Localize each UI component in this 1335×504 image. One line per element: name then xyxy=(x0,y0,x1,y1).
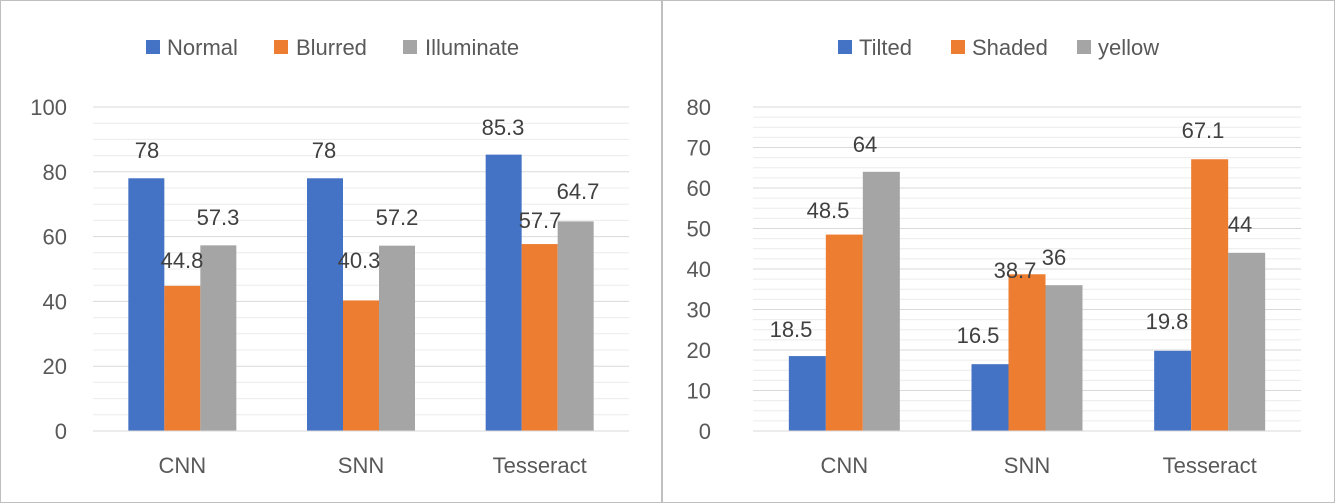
chart-left: 0 20 40 60 80 100 78 78 85.3 44.8 40.3 57.7 57.3 57.2… xyxy=(30,35,629,478)
data-label: 40.3 xyxy=(338,248,381,273)
x-category-label: Tesseract xyxy=(493,453,587,478)
bar-shaded-cnn xyxy=(825,234,863,431)
legend-label: Tilted xyxy=(859,35,912,60)
legend-label: Normal xyxy=(167,35,238,60)
bar-blurred-snn xyxy=(343,300,379,431)
legend-swatch xyxy=(274,40,288,54)
bar-yellow-snn xyxy=(1045,285,1083,431)
y-tick-label: 20 xyxy=(687,338,711,363)
y-tick-label: 60 xyxy=(43,225,67,250)
data-label: 57.2 xyxy=(376,205,419,230)
bar-normal-cnn xyxy=(128,178,165,431)
chart-panel-right: 0 10 20 30 40 50 60 70 80 18.5 16.5 19.8 48.5 38.7 67.… xyxy=(662,0,1335,503)
y-tick-label: 0 xyxy=(699,419,711,444)
data-label: 64.7 xyxy=(557,179,600,204)
data-label: 44 xyxy=(1228,212,1252,237)
bar-tilted-snn xyxy=(971,364,1009,431)
bar-illuminate-cnn xyxy=(200,245,237,431)
x-category-label: CNN xyxy=(820,453,868,478)
data-label: 18.5 xyxy=(770,317,813,342)
x-category-label: Tesseract xyxy=(1163,453,1257,478)
bar-illuminate-tesseract xyxy=(557,221,594,431)
x-category-label: CNN xyxy=(158,453,206,478)
bar-blurred-tesseract xyxy=(521,244,558,431)
y-tick-label: 30 xyxy=(687,298,711,323)
x-category-label: SNN xyxy=(1004,453,1050,478)
bar-yellow-cnn xyxy=(862,171,900,432)
y-tick-label: 60 xyxy=(687,176,711,201)
data-label: 48.5 xyxy=(807,198,850,223)
y-tick-label: 50 xyxy=(687,217,711,242)
y-tick-label: 80 xyxy=(687,95,711,120)
y-tick-label: 20 xyxy=(43,354,67,379)
chart-panel-left: 0 20 40 60 80 100 78 78 85.3 44.8 40.3 57.7 57.3 57.2… xyxy=(0,0,662,503)
y-tick-label: 100 xyxy=(30,95,67,120)
bar-shaded-tesseract xyxy=(1191,159,1229,431)
y-tick-label: 70 xyxy=(687,136,711,161)
data-label: 78 xyxy=(312,138,336,163)
legend-label: yellow xyxy=(1098,35,1159,60)
legend-swatch xyxy=(951,40,965,54)
data-label: 16.5 xyxy=(957,323,1000,348)
data-label: 78 xyxy=(135,138,159,163)
data-label: 38.7 xyxy=(994,258,1037,283)
legend-label: Blurred xyxy=(296,35,367,60)
data-label: 67.1 xyxy=(1182,118,1225,143)
legend-swatch xyxy=(146,40,160,54)
bar-normal-tesseract xyxy=(485,154,522,432)
data-label: 57.7 xyxy=(519,208,562,233)
data-label: 85.3 xyxy=(482,115,525,140)
data-label: 19.8 xyxy=(1146,309,1189,334)
bar-tilted-tesseract xyxy=(1154,350,1192,431)
data-label: 64 xyxy=(853,132,877,157)
legend-swatch xyxy=(838,40,852,54)
bar-normal-snn xyxy=(307,178,343,431)
data-label: 44.8 xyxy=(161,248,204,273)
bar-shaded-snn xyxy=(1008,274,1046,431)
y-tick-label: 80 xyxy=(43,160,67,185)
chart-right: 0 10 20 30 40 50 60 70 80 18.5 16.5 19.8 48.5 38.7 67.… xyxy=(687,35,1301,478)
y-tick-label: 40 xyxy=(687,257,711,282)
legend: Tilted Shaded yellow xyxy=(838,35,1159,60)
y-tick-label: 40 xyxy=(43,289,67,314)
bar-tilted-cnn xyxy=(788,356,826,431)
y-tick-label: 10 xyxy=(687,379,711,404)
data-label: 57.3 xyxy=(197,205,240,230)
bar-blurred-cnn xyxy=(164,285,201,431)
y-tick-label: 0 xyxy=(55,419,67,444)
bar-yellow-tesseract xyxy=(1228,252,1266,431)
legend-swatch xyxy=(1077,40,1091,54)
legend-swatch xyxy=(403,40,417,54)
legend-label: Illuminate xyxy=(425,35,519,60)
x-category-label: SNN xyxy=(338,453,384,478)
data-label: 36 xyxy=(1042,245,1066,270)
legend: Normal Blurred Illuminate xyxy=(146,35,519,60)
legend-label: Shaded xyxy=(972,35,1048,60)
bar-illuminate-snn xyxy=(379,245,415,431)
